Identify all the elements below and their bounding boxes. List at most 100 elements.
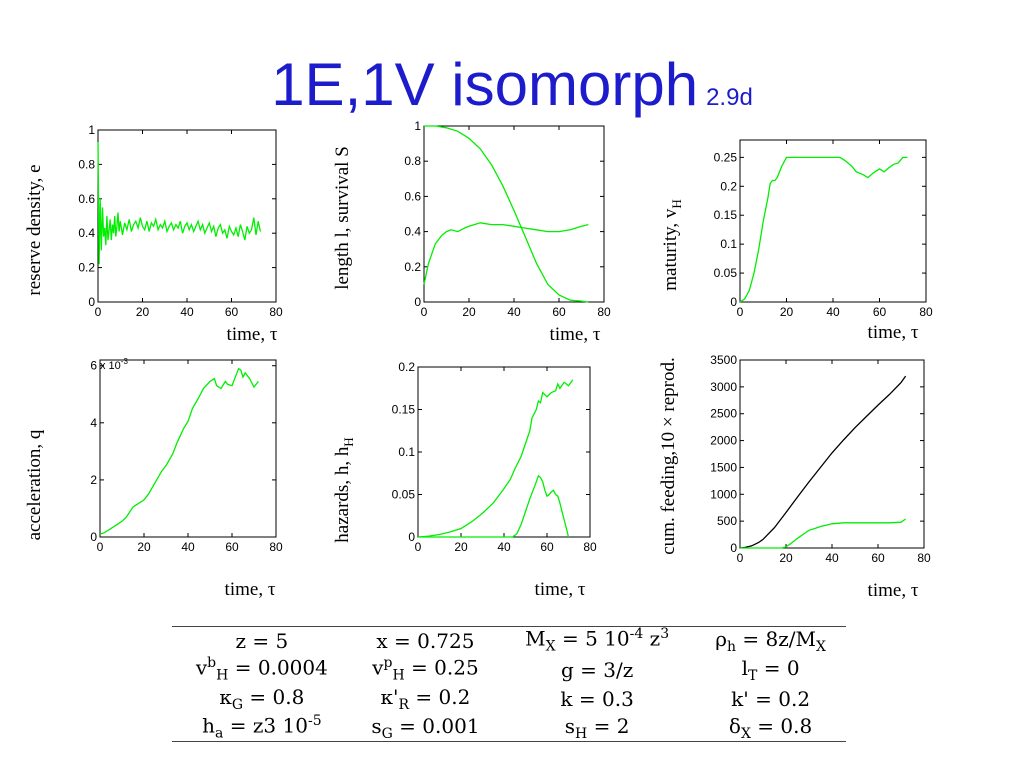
y-tick-label: 0.05 xyxy=(392,488,416,502)
param-cell: k = 0.3 xyxy=(560,686,634,711)
y-tick-label: 3500 xyxy=(710,353,737,367)
x-tick-label: 80 xyxy=(583,540,597,554)
x-tick-label: 80 xyxy=(269,540,283,554)
y-axis-label: reserve density, e xyxy=(24,164,45,295)
y-axis-label: hazards, h, hH xyxy=(332,437,356,542)
x-tick-label: 20 xyxy=(136,305,150,319)
chart-p1: 0 20 40 60 80 0 0.2 0.4 0.6 0.8 1 time, τ reserve de… xyxy=(24,123,283,345)
x-tick-label: 40 xyxy=(497,540,511,554)
y-tick-label: 0.05 xyxy=(714,266,738,280)
param-cell: κ'R = 0.2 xyxy=(380,684,471,713)
x-tick-label: 60 xyxy=(871,551,885,565)
y-tick-label: 0.1 xyxy=(720,237,737,251)
y-tick-label: 6 xyxy=(90,359,97,373)
y-axis-label: length l, survival S xyxy=(332,146,353,290)
x-tick-label: 40 xyxy=(507,305,521,319)
param-cell: MX = 5 10-4 z3 xyxy=(525,626,670,655)
param-cell: z = 5 xyxy=(235,628,289,653)
x-tick-label: 60 xyxy=(225,305,239,319)
param-cell: κG = 0.8 xyxy=(219,684,305,713)
axes-box xyxy=(739,139,927,303)
chart-p3: 0 20 40 60 80 0 0.05 0.1 0.15 0.2 0.25 time, τ matur… xyxy=(660,139,933,343)
x-tick-label: 80 xyxy=(269,305,283,319)
axes-box xyxy=(97,129,277,303)
y-tick-label: 0.1 xyxy=(398,445,415,459)
series-line-2 xyxy=(740,518,906,549)
series-line-2 xyxy=(418,474,570,538)
y-axis-label-subscript: H xyxy=(669,199,684,208)
param-cell: x = 0.725 xyxy=(376,628,475,653)
param-cell: vpH = 0.25 xyxy=(372,655,479,684)
y-tick-label: 2 xyxy=(90,473,97,487)
x-tick-label: 60 xyxy=(552,305,566,319)
y-tick-label: 0.4 xyxy=(78,226,95,240)
chart-p2: 0 20 40 60 80 0 0.2 0.4 0.6 0.8 1 time, τ length l, … xyxy=(332,119,611,345)
x-tick-label: 60 xyxy=(873,305,887,319)
x-tick-label: 80 xyxy=(917,551,931,565)
y-tick-label: 0 xyxy=(730,541,737,555)
y-axis-label: acceleration, q xyxy=(24,429,45,540)
param-cell: ρh = 8z/MX xyxy=(715,626,826,655)
param-cell: k' = 0.2 xyxy=(731,686,811,711)
axis-exponent-label: x 10-3 xyxy=(100,357,128,372)
param-cell: g = 3/z xyxy=(560,657,634,682)
y-tick-label: 0.6 xyxy=(78,192,95,206)
series-line-1 xyxy=(99,367,259,535)
y-tick-label: 1000 xyxy=(710,487,737,501)
x-tick-label: 40 xyxy=(181,540,195,554)
y-tick-label: 500 xyxy=(717,514,737,528)
series-line-1 xyxy=(739,156,908,303)
x-tick-label: 80 xyxy=(919,305,933,319)
x-tick-label: 0 xyxy=(737,551,744,565)
y-tick-label: 3000 xyxy=(710,380,737,394)
param-cell: δX = 0.8 xyxy=(728,713,813,742)
y-tick-label: 0.2 xyxy=(404,260,421,274)
x-tick-label: 0 xyxy=(97,540,104,554)
y-tick-label: 0.2 xyxy=(720,179,737,193)
x-axis-label: time, τ xyxy=(225,579,276,600)
y-tick-label: 0.8 xyxy=(404,154,421,168)
y-tick-label: 0.2 xyxy=(78,261,95,275)
x-axis-label: time, τ xyxy=(535,579,586,600)
y-tick-label: 0.6 xyxy=(404,189,421,203)
table-bottom-rule xyxy=(172,741,846,742)
x-tick-label: 20 xyxy=(779,551,793,565)
x-tick-label: 0 xyxy=(737,305,744,319)
y-tick-label: 1 xyxy=(88,123,95,137)
axes-box xyxy=(417,366,591,538)
title-sub: 2.9d xyxy=(706,84,753,111)
x-axis-label: time, τ xyxy=(868,580,919,601)
x-tick-label: 0 xyxy=(421,305,428,319)
series-line-1 xyxy=(739,375,907,549)
y-tick-label: 0 xyxy=(414,295,421,309)
y-tick-label: 0.15 xyxy=(714,208,738,222)
y-axis-label-text: maturity, v xyxy=(660,208,681,291)
x-tick-label: 60 xyxy=(540,540,554,554)
param-cell: ha = z3 10-5 xyxy=(202,713,322,742)
axes-box xyxy=(423,125,605,303)
y-axis-label-subscript: H xyxy=(341,437,356,446)
series-line-2 xyxy=(423,222,589,285)
y-tick-label: 1 xyxy=(414,119,421,133)
x-tick-label: 20 xyxy=(780,305,794,319)
y-tick-label: 0.25 xyxy=(714,150,738,164)
y-axis-label-text: hazards, h, h xyxy=(332,446,353,543)
y-tick-label: 0.2 xyxy=(398,360,415,374)
x-tick-label: 40 xyxy=(826,305,840,319)
y-tick-label: 0 xyxy=(408,530,415,544)
y-tick-label: 2000 xyxy=(710,434,737,448)
param-cell: lT = 0 xyxy=(741,655,800,684)
y-tick-label: 0.15 xyxy=(392,403,416,417)
y-axis-label-text: acceleration, q xyxy=(24,429,45,540)
param-row: κG = 0.8 κ'R = 0.2 k = 0.3 k' = 0.2 xyxy=(172,684,846,713)
title-main: 1E,1V isomorph xyxy=(271,51,699,118)
y-tick-label: 0.8 xyxy=(78,157,95,171)
y-tick-label: 0 xyxy=(90,530,97,544)
y-tick-label: 2500 xyxy=(710,407,737,421)
table-top-rule xyxy=(172,626,846,627)
axes-box xyxy=(99,359,277,538)
param-row: z = 5 x = 0.725 MX = 5 10-4 z3 ρh = 8z/MX xyxy=(172,626,846,655)
series-line-1 xyxy=(97,141,262,265)
y-tick-label: 0.4 xyxy=(404,225,421,239)
